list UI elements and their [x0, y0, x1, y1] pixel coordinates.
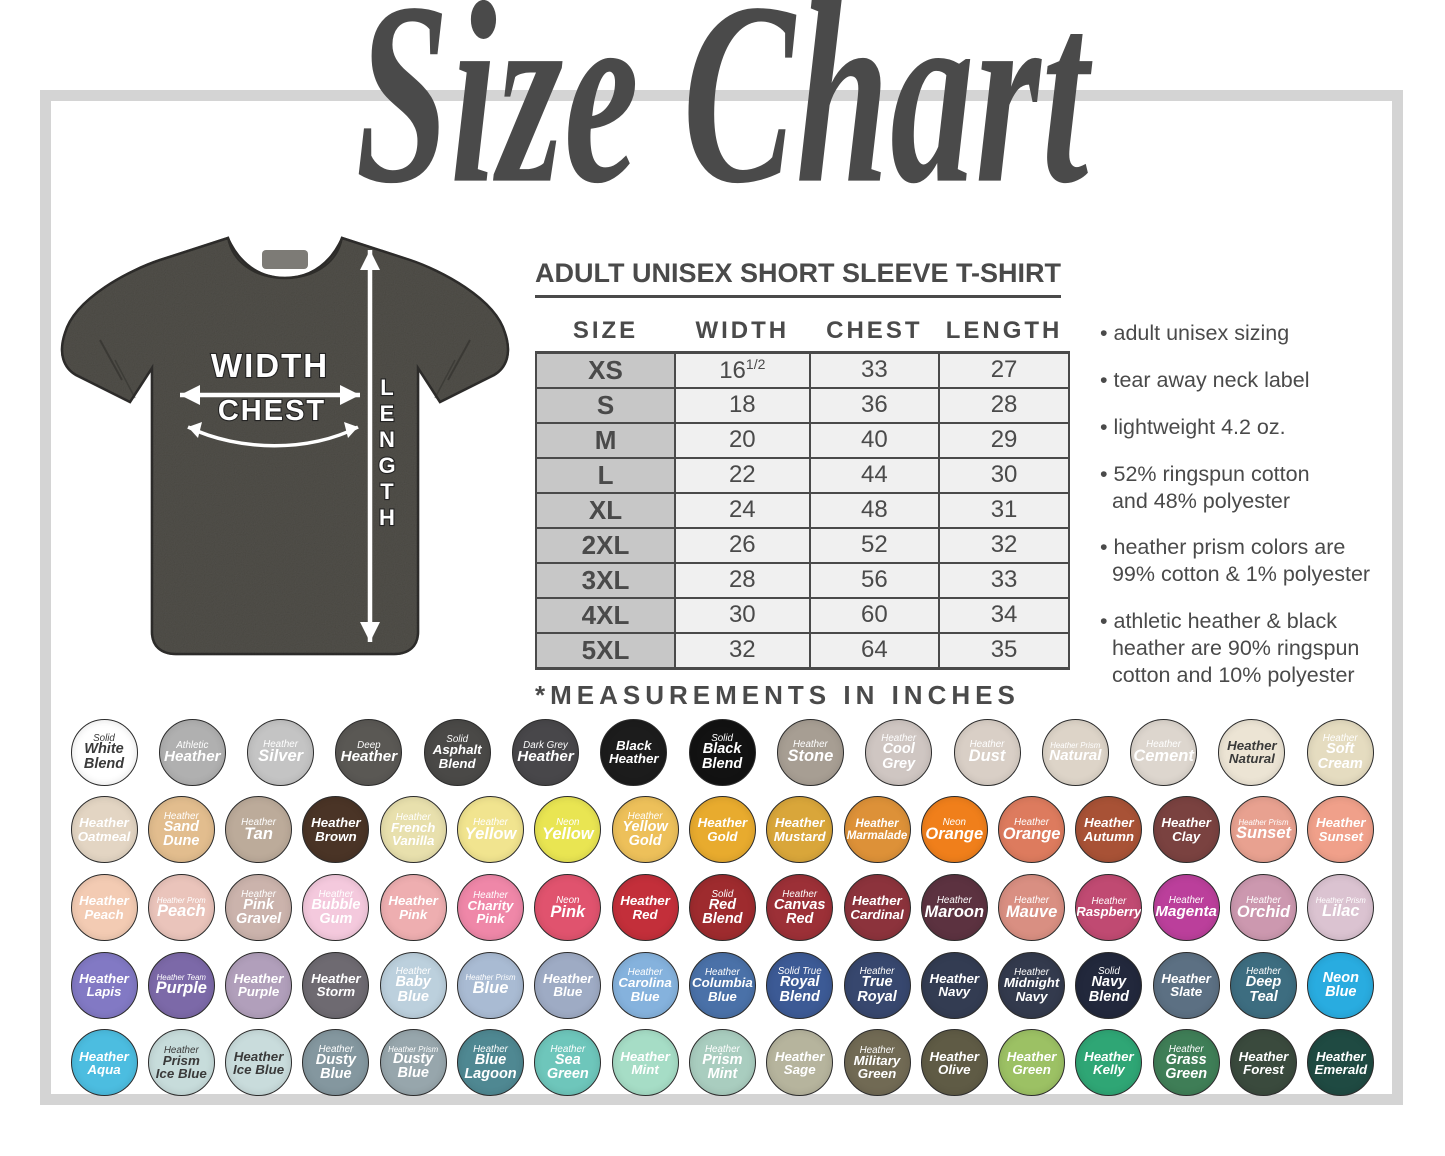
svg-text:CHEST: CHEST	[218, 395, 326, 427]
svg-text:WIDTH: WIDTH	[211, 347, 329, 384]
svg-text:LENGTH: LENGTH	[378, 375, 395, 530]
